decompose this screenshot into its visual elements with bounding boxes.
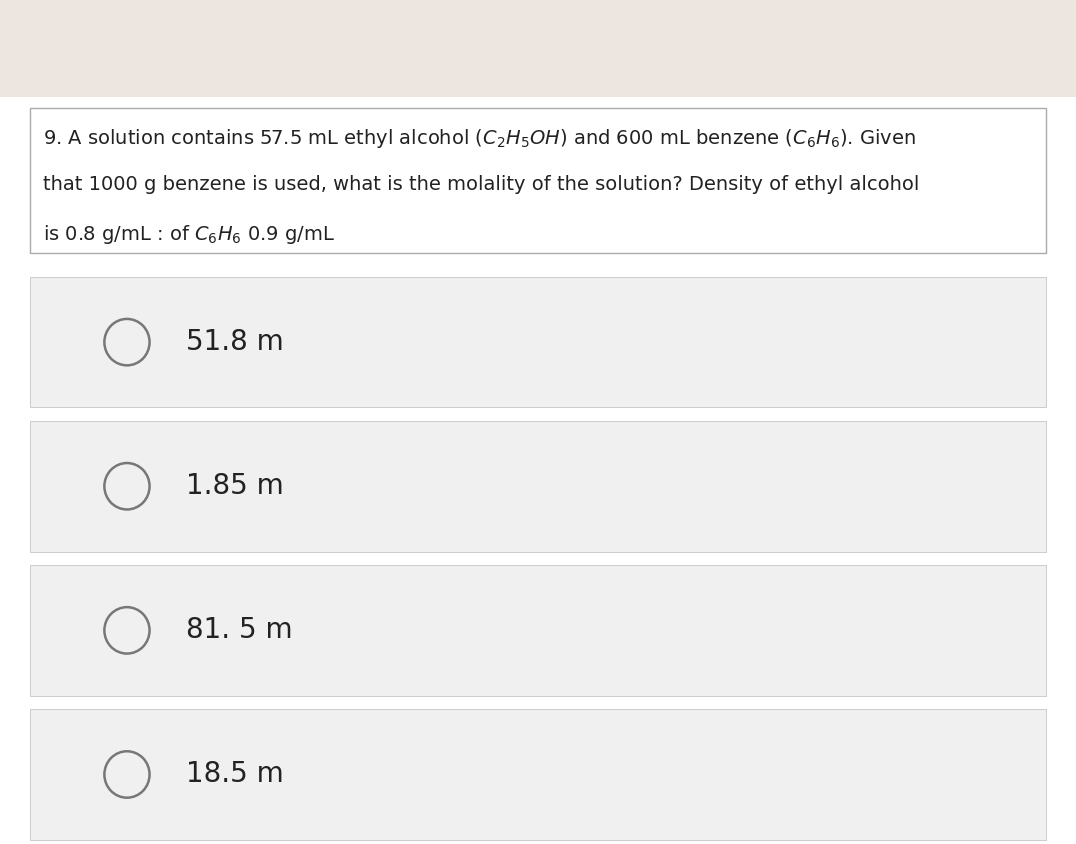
Text: 18.5 m: 18.5 m: [186, 760, 284, 788]
FancyBboxPatch shape: [0, 0, 1076, 97]
Text: is 0.8 g/mL : of $C_6H_6$ 0.9 g/mL: is 0.8 g/mL : of $C_6H_6$ 0.9 g/mL: [43, 223, 335, 246]
Text: 51.8 m: 51.8 m: [186, 328, 284, 356]
FancyBboxPatch shape: [30, 108, 1046, 253]
FancyBboxPatch shape: [30, 565, 1046, 695]
FancyBboxPatch shape: [30, 277, 1046, 408]
Text: 1.85 m: 1.85 m: [186, 473, 284, 500]
Text: that 1000 g benzene is used, what is the molality of the solution? Density of et: that 1000 g benzene is used, what is the…: [43, 175, 919, 194]
Text: 9. A solution contains 57.5 mL ethyl alcohol ($C_2H_5OH$) and 600 mL benzene ($C: 9. A solution contains 57.5 mL ethyl alc…: [43, 127, 916, 149]
Text: 81. 5 m: 81. 5 m: [186, 616, 293, 644]
FancyBboxPatch shape: [30, 421, 1046, 552]
FancyBboxPatch shape: [30, 709, 1046, 840]
